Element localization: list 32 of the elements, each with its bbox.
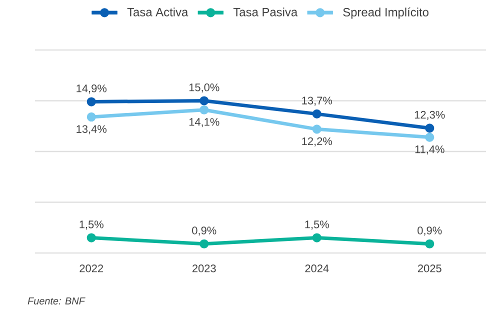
x-tick-label: 2024 <box>305 264 329 272</box>
legend-label: Tasa Activa <box>127 8 188 16</box>
point <box>86 112 96 122</box>
source-note: Fuente: BNF <box>28 298 86 304</box>
x-tick-label: 2025 <box>418 264 442 272</box>
point <box>425 124 434 133</box>
point <box>200 96 209 106</box>
point <box>86 233 96 242</box>
point <box>312 124 322 134</box>
point <box>200 239 209 248</box>
point <box>200 105 209 114</box>
legend-label: Tasa Pasiva <box>233 8 298 16</box>
x-tick-label: 2022 <box>80 264 104 272</box>
data-label: 0,9% <box>192 226 216 236</box>
data-label: 15,0% <box>189 84 220 93</box>
data-label: 1,5% <box>305 220 329 230</box>
x-tick-label: 2023 <box>192 264 216 272</box>
data-label: 11,4% <box>415 146 444 154</box>
data-label: 14,1% <box>189 118 220 128</box>
data-label: 1,5% <box>80 220 104 230</box>
legend-label: Spread Implícito <box>343 8 428 19</box>
point <box>312 109 322 118</box>
data-label: 14,9% <box>76 84 107 94</box>
point <box>86 97 96 106</box>
data-label: 12,3% <box>414 110 445 120</box>
point <box>425 239 434 248</box>
data-label: 13,7% <box>302 96 332 106</box>
data-label: 12,2% <box>302 137 332 146</box>
data-label: 13,4% <box>76 125 107 134</box>
point <box>312 233 322 242</box>
data-label: 0,9% <box>418 226 442 236</box>
point <box>425 132 434 142</box>
